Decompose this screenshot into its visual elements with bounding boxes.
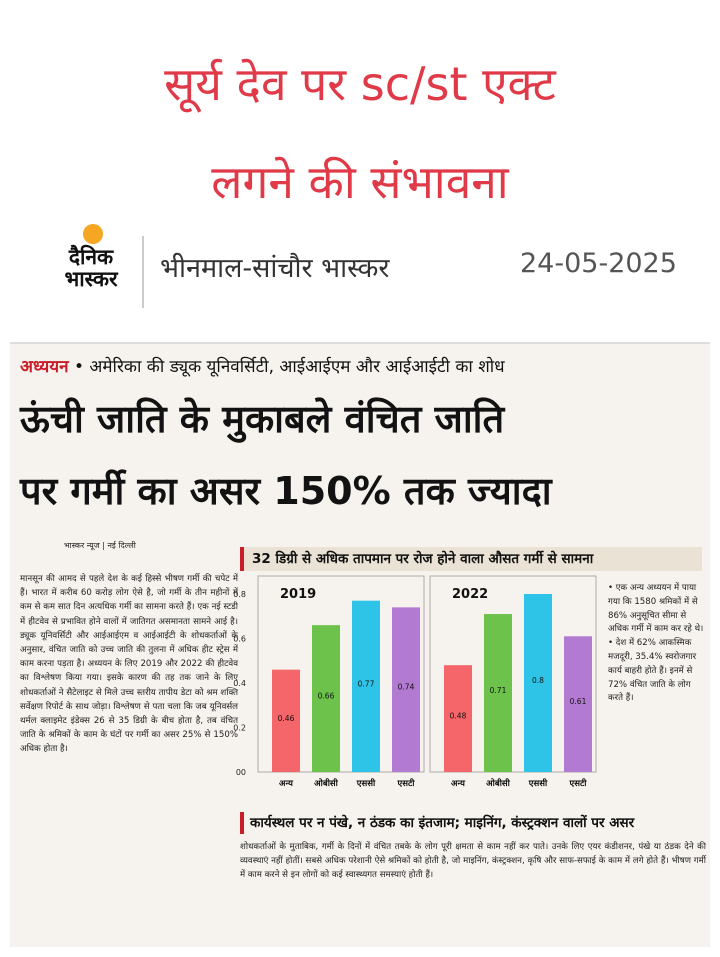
logo-divider — [142, 236, 144, 308]
chart-panel-frame — [429, 575, 597, 773]
x-tick-label: अन्य — [279, 779, 294, 789]
x-tick-label: एसटी — [569, 778, 588, 789]
y-tick-label: 0.6 — [233, 635, 246, 644]
logo-line-2: भास्कर — [64, 267, 118, 291]
x-tick-label: ओबीसी — [486, 778, 510, 789]
bar — [272, 669, 300, 772]
bar — [352, 600, 380, 772]
bar — [564, 636, 592, 772]
chart-title: 32 डिग्री से अधिक तापमान पर रोज होने वाल… — [240, 547, 702, 571]
article-body: मानसून की आमद से पहले देश के कई हिस्से भ… — [20, 574, 238, 755]
headline-line-2: लगने की संभावना — [211, 155, 509, 209]
x-tick-label: अन्य — [451, 779, 466, 789]
bar-data-label: 0.46 — [278, 714, 295, 723]
bar — [444, 665, 472, 772]
dainik-bhaskar-logo: दैनिक भास्कर — [46, 222, 136, 312]
article-byline: भास्कर न्यूज | नई दिल्ली — [64, 541, 136, 550]
x-tick-label: एसटी — [397, 778, 416, 789]
bar-data-label: 0.77 — [358, 679, 375, 688]
y-tick-label: 0.8 — [233, 590, 246, 599]
side-note: • एक अन्य अध्ययन में पाया गया कि 1580 श्… — [608, 583, 704, 704]
bar — [524, 594, 552, 772]
workplace-box-text: शोधकर्ताओं के मुताबिक, गर्मी के दिनों मे… — [240, 842, 707, 880]
y-tick-label: 0.2 — [233, 724, 246, 733]
kicker-text: • अमेरिका की ड्यूक यूनिवर्सिटी, आईआईएम औ… — [73, 357, 505, 377]
headline-line-1: सूर्य देव पर sc/st एक्ट — [164, 57, 556, 111]
x-tick-label: एससी — [356, 778, 376, 789]
x-tick-label: एससी — [528, 778, 548, 789]
bar-data-label: 0.61 — [570, 697, 587, 706]
edition-name: भीनमाल-सांचौर भास्कर — [160, 253, 390, 284]
article-kicker: अध्ययन • अमेरिका की ड्यूक यूनिवर्सिटी, आ… — [20, 354, 505, 377]
kicker-label: अध्ययन — [20, 357, 69, 377]
y-tick-label: 00 — [236, 768, 246, 777]
edition-date: 24-05-2025 — [520, 248, 677, 279]
article-title-line-1: ऊंची जाति के मुकाबले वंचित जाति — [20, 397, 505, 441]
workplace-box: कार्यस्थल पर न पंखे, न ठंडक का इंतजाम; म… — [240, 812, 706, 927]
newspaper-clipping: अध्ययन • अमेरिका की ड्यूक यूनिवर्सिटी, आ… — [10, 342, 710, 947]
bar-data-label: 0.8 — [532, 676, 544, 685]
bar — [484, 614, 512, 772]
panel-year-label: 2019 — [280, 587, 316, 602]
bar-data-label: 0.74 — [398, 683, 415, 692]
sun-icon — [83, 224, 103, 244]
article-title-line-2: पर गर्मी का असर 150% तक ज्यादा — [20, 469, 552, 513]
bar-data-label: 0.66 — [318, 692, 335, 701]
bar — [312, 625, 340, 772]
logo-line-1: दैनिक — [68, 245, 114, 269]
chart-panel-frame — [257, 575, 425, 773]
x-tick-label: ओबीसी — [314, 778, 338, 789]
workplace-box-title: कार्यस्थल पर न पंखे, न ठंडक का इंतजाम; म… — [240, 812, 706, 834]
y-tick-label: 0.4 — [233, 679, 246, 688]
bar-data-label: 0.48 — [450, 712, 467, 721]
bar-data-label: 0.71 — [490, 686, 507, 695]
panel-year-label: 2022 — [452, 587, 488, 602]
bar — [392, 607, 420, 772]
heat-exposure-chart: 0.8 0.6 0.4 0.2 00 2019 0.46 अन्य 0.66 ओबीसी 0.77 ए… — [233, 575, 597, 789]
